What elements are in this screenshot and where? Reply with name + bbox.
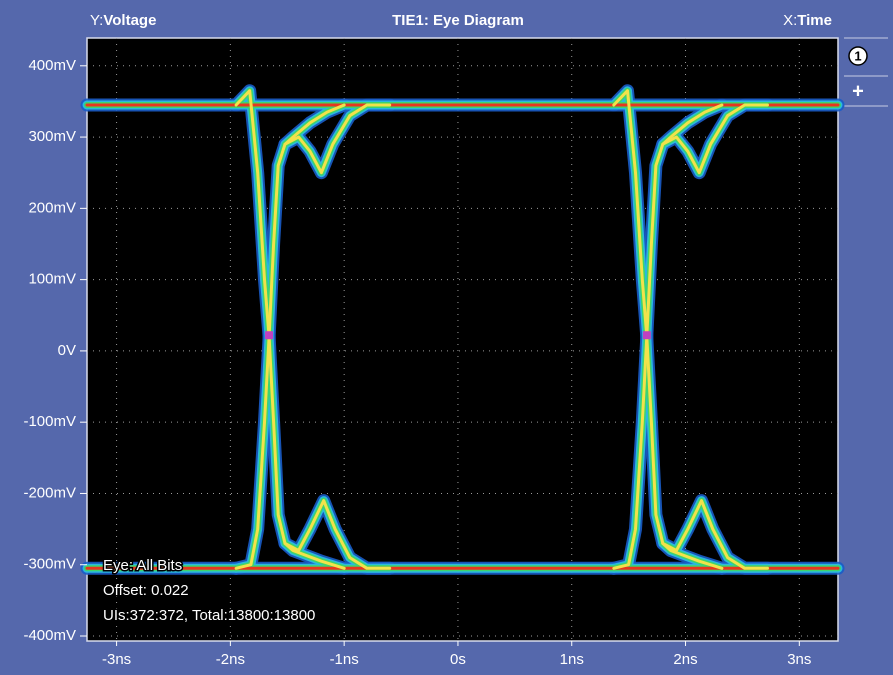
annotations: Eye: All Bits Offset: 0.022 UIs:372:372, T… <box>102 555 317 625</box>
add-button[interactable]: + <box>852 80 864 102</box>
x-tick-label: 3ns <box>787 651 811 668</box>
y-label: Voltage <box>103 12 156 29</box>
x-axis-heading: X:Time <box>783 12 832 29</box>
x-tick-label: -3ns <box>102 651 131 668</box>
x-tick-label: 0s <box>450 651 466 668</box>
y-tick-label: -400mV <box>23 627 76 644</box>
annotation: Offset: 0.022 <box>103 582 189 599</box>
eye-trace <box>661 541 724 570</box>
crossing-marker <box>265 331 274 340</box>
annotation: UIs:372:372, Total:13800:13800 <box>103 607 315 624</box>
trace-button[interactable] <box>848 46 868 66</box>
y-tick-label: -300mV <box>23 556 76 573</box>
y-prefix: Y: <box>90 12 103 29</box>
eye-trace <box>661 103 724 146</box>
x-tick-label: -2ns <box>216 651 245 668</box>
x-label: Time <box>797 12 832 29</box>
y-tick-label: -200mV <box>23 484 76 501</box>
y-tick-label: 0V <box>58 342 76 359</box>
x-prefix: X: <box>783 12 797 29</box>
y-axis-heading: Y:Voltage <box>90 12 156 29</box>
y-tick-label: 400mV <box>28 57 76 74</box>
eye-trace <box>283 103 346 146</box>
trace-button-label[interactable]: 1 <box>854 48 861 63</box>
x-tick-label: 1ns <box>560 651 584 668</box>
plot-content <box>80 38 845 641</box>
y-tick-label: 200mV <box>28 199 76 216</box>
y-tick-label: 100mV <box>28 271 76 288</box>
annotation: Eye: All Bits <box>103 557 182 574</box>
crossing-marker <box>642 331 651 340</box>
chart-title: TIE1: Eye Diagram <box>392 12 524 29</box>
y-tick-label: -100mV <box>23 413 76 430</box>
eye-trace <box>283 541 346 570</box>
x-tick-label: -1ns <box>330 651 359 668</box>
x-tick-label: 2ns <box>673 651 697 668</box>
y-tick-label: 300mV <box>28 128 76 145</box>
